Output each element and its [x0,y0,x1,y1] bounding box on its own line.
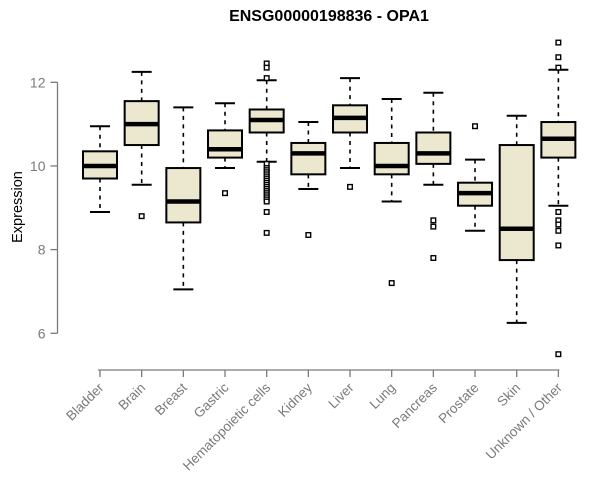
outlier-point [472,123,479,130]
box-rect [373,141,410,176]
box-rect [165,167,202,224]
y-tick-label: 8 [38,242,46,258]
outlier-point [305,231,312,238]
outlier-point [138,213,145,220]
box-hematopoietic-cells [248,60,285,236]
outlier-point [430,217,437,224]
box-prostate [457,123,494,232]
box-breast [165,106,202,291]
x-tick-label: Breast [152,380,190,418]
box-rect [415,131,452,165]
box-liver [332,77,369,190]
box-kidney [290,121,327,238]
y-tick-label: 12 [30,74,46,90]
outlier-point [263,208,270,215]
x-tick-label: Brain [115,380,148,413]
x-tick-label: Unknown / Other [483,380,566,463]
outlier-point [388,280,395,287]
x-tick-label: Kidney [275,380,315,420]
box-gastric [207,102,244,197]
box-rect [290,141,327,176]
outlier-point [555,39,562,46]
box-bladder [82,125,118,213]
x-tick-label: Skin [494,380,523,409]
outlier-point [430,223,437,230]
outlier-point [555,208,562,215]
x-tick-label: Lung [366,380,398,412]
outlier-point [222,190,229,197]
box-rect [207,129,244,159]
x-tick-label: Prostate [435,380,481,426]
outlier-point [263,198,270,205]
box-pancreas [415,91,452,261]
outlier-point [555,351,562,358]
x-tick-label: Bladder [63,380,107,424]
x-tick-label: Pancreas [389,380,440,431]
box-lung [373,98,410,287]
outlier-point [555,54,562,61]
y-tick-label: 10 [30,158,46,174]
outlier-point [555,64,562,71]
boxplot-series [82,39,577,358]
outlier-point [263,75,270,82]
outlier-point [347,183,354,190]
box-brain [123,70,160,220]
box-unknown-other [540,39,577,358]
outlier-point [263,64,270,71]
x-tick-label: Gastric [191,380,232,421]
x-tick-label: Liver [325,380,357,412]
outlier-point [555,221,562,228]
y-axis: 6 8 10 12 [30,74,59,341]
outlier-point [430,254,437,261]
outlier-point [263,229,270,236]
box-skin [498,114,535,324]
y-tick-label: 6 [38,325,46,341]
outlier-point [555,227,562,234]
box-rect [498,144,535,262]
y-axis-label: Expression [10,171,26,243]
chart-title: ENSG00000198836 - OPA1 [229,8,429,25]
outlier-point [555,242,562,249]
